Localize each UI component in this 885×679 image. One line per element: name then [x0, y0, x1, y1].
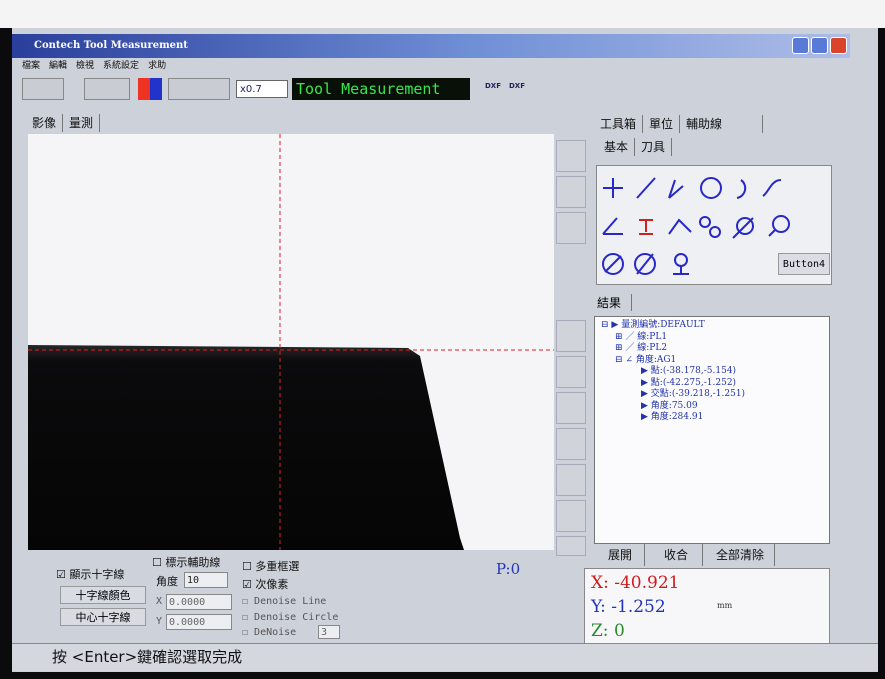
tool-icons [602, 177, 790, 275]
camera-image [28, 134, 554, 550]
minimize[interactable] [792, 37, 809, 54]
icon-diameter[interactable] [634, 253, 656, 275]
tree-item[interactable]: ▶ 點:(-42.275,-1.252) [641, 377, 737, 388]
icon-curve[interactable] [762, 179, 782, 197]
toolbar-group[interactable] [168, 78, 230, 100]
tree-item[interactable]: ▶ 角度:284.91 [641, 412, 704, 422]
icon-circle[interactable] [700, 177, 722, 199]
multi-select-checkbox[interactable]: ☐ 多重框選 [242, 560, 300, 573]
camera-view[interactable] [28, 134, 554, 550]
y-label: Y [156, 616, 163, 627]
tree-item[interactable]: ⊟ ∠ 角度:AG1 [615, 354, 677, 365]
clear-button[interactable]: 全部清除 [706, 544, 775, 566]
menu-item[interactable]: 系統設定 [103, 61, 140, 71]
tab[interactable]: 量測 [63, 114, 101, 132]
icon-angle[interactable] [668, 179, 684, 199]
icon-circle-line[interactable] [736, 217, 754, 235]
collapse-button[interactable]: 收合 [650, 544, 703, 566]
p-count: P:0 [496, 560, 521, 578]
tree-item[interactable]: ▶ 角度:75.09 [641, 400, 698, 411]
tab[interactable]: 刀具 [635, 138, 673, 156]
center-cross-button[interactable]: 中心十字線 [60, 608, 146, 626]
icon-point[interactable] [603, 178, 623, 198]
denoise-checkbox[interactable]: ☐ DeNoise [242, 627, 297, 638]
icon-line[interactable] [636, 177, 656, 199]
icon-radius[interactable] [674, 253, 688, 267]
tree-item[interactable]: ⊞ ／ 線:PL2 [615, 343, 668, 353]
tool-button[interactable] [556, 536, 586, 556]
toolbox [596, 165, 832, 285]
aux-line-checkbox[interactable]: ☐ 標示輔助線 [152, 556, 221, 569]
angle-field[interactable]: 10 [184, 572, 228, 588]
tool-button[interactable] [556, 212, 586, 244]
icon-arc[interactable] [736, 179, 747, 199]
denoise-field[interactable]: 3 [318, 625, 340, 639]
button4[interactable]: Button4 [778, 253, 830, 275]
tree-item[interactable]: ⊟ ▶ 量測編號:DEFAULT [601, 320, 705, 330]
unit: mm [717, 601, 733, 610]
toolbar-group[interactable] [22, 78, 64, 100]
angle-label: 角度 [156, 575, 178, 588]
tool-button[interactable] [556, 464, 586, 496]
coordinates: X: -40.921 Y: -1.252 Z: 0 mm [584, 568, 830, 644]
cross-color-button[interactable]: 十字線顏色 [60, 586, 146, 604]
toolbar-group[interactable] [84, 78, 130, 100]
tool-button[interactable] [556, 428, 586, 460]
tool-button[interactable] [556, 392, 586, 424]
tool-button[interactable] [556, 500, 586, 532]
tool-button[interactable] [556, 356, 586, 388]
tool-button[interactable] [556, 320, 586, 352]
tool-button[interactable] [556, 176, 586, 208]
menu-item[interactable]: 檔案 [22, 61, 41, 71]
dxf-button[interactable]: DXF [485, 82, 501, 90]
denoise-line-checkbox[interactable]: ☐ Denoise Line [242, 596, 327, 607]
menu-item[interactable]: 求助 [148, 61, 167, 71]
results-label: 結果 [597, 294, 633, 311]
menu-item[interactable]: 編輯 [49, 61, 68, 71]
expand-button[interactable]: 展開 [596, 544, 645, 566]
tree-item[interactable]: ▶ 交點:(-39.218,-1.251) [641, 389, 746, 399]
tab[interactable]: 基本 [598, 138, 636, 156]
tree-item[interactable]: ▶ 點:(-38.178,-5.154) [641, 366, 737, 376]
z-coord: Z: 0 [591, 621, 625, 641]
tool-silhouette [28, 345, 464, 550]
top-strip [0, 0, 885, 28]
menu-bar: 檔案 編輯 檢視 系統設定 求助 [22, 58, 175, 71]
x-field[interactable]: 0.0000 [166, 594, 232, 610]
icon-tangent[interactable] [602, 217, 623, 235]
right-tabs: 工具箱 單位 輔助線 [594, 115, 764, 133]
subpixel-checkbox[interactable]: ☑ 次像素 [242, 578, 289, 591]
status-bar: 按 <Enter>鍵確認選取完成 [12, 643, 878, 671]
results-tree[interactable]: ⊟ ▶ 量測編號:DEFAULT ⊞ ／ 線:PL1 ⊞ ／ 線:PL2 ⊟ ∠… [594, 316, 830, 544]
tool-button[interactable] [556, 140, 586, 172]
denoise-circle-checkbox[interactable]: ☐ Denoise Circle [242, 612, 339, 623]
y-coord: Y: -1.252 [591, 597, 666, 617]
y-field[interactable]: 0.0000 [166, 614, 232, 630]
mode-display: Tool Measurement [292, 78, 470, 100]
tab[interactable]: 影像 [26, 114, 64, 132]
icon-circle-tangent[interactable] [772, 215, 790, 233]
maximize[interactable] [811, 37, 828, 54]
dxf-button[interactable]: DXF [509, 82, 525, 90]
title-bar: Contech Tool Measurement [12, 34, 850, 58]
color-button[interactable] [138, 78, 162, 100]
icon-two-circles[interactable] [699, 216, 711, 228]
sub-tabs: 基本 刀具 [598, 138, 673, 156]
show-cross-checkbox[interactable]: ☑ 顯示十字線 [56, 568, 125, 581]
x-coord: X: -40.921 [591, 573, 680, 593]
x-label: X [156, 596, 163, 607]
tab[interactable]: 工具箱 [594, 115, 644, 133]
left-tabs: 影像 量測 [26, 114, 101, 132]
menu-item[interactable]: 檢視 [76, 61, 95, 71]
tab[interactable]: 單位 [643, 115, 681, 133]
close[interactable] [830, 37, 847, 54]
tree-item[interactable]: ⊞ ／ 線:PL1 [615, 331, 668, 342]
icon-circle-cross[interactable] [602, 253, 624, 275]
icon-polyline[interactable] [668, 218, 692, 235]
icon-distance[interactable] [639, 219, 653, 235]
tab[interactable]: 輔助線 [680, 115, 764, 133]
zoom-select[interactable]: x0.7 [236, 80, 288, 98]
